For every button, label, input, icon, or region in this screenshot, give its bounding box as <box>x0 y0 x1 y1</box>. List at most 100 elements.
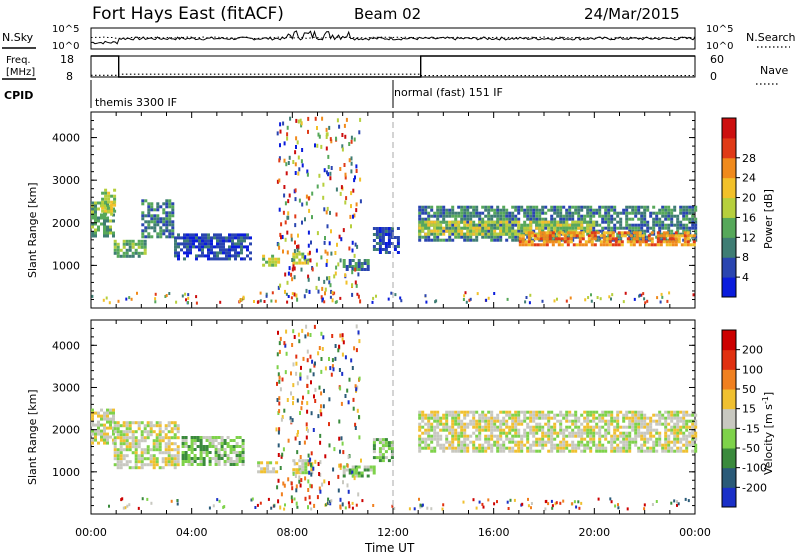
data-cell <box>607 211 611 215</box>
data-cell <box>620 234 624 238</box>
data-cell <box>198 254 201 258</box>
data-cell <box>541 425 545 429</box>
data-cell <box>198 239 201 243</box>
data-cell <box>640 443 644 447</box>
data-cell <box>539 231 543 235</box>
data-cell <box>140 239 144 243</box>
noise-cell <box>308 495 311 500</box>
data-cell <box>184 436 188 439</box>
ground-cell <box>187 296 190 300</box>
ground-cell <box>481 502 484 506</box>
data-cell <box>424 211 428 215</box>
data-cell <box>673 232 677 236</box>
ground-cell <box>291 292 294 296</box>
data-cell <box>544 217 548 221</box>
noise-cell <box>299 455 302 459</box>
data-cell <box>565 428 569 432</box>
noise-cell <box>317 414 320 419</box>
data-cell <box>598 214 602 218</box>
data-cell <box>266 464 270 468</box>
data-cell <box>652 449 656 453</box>
data-cell <box>490 410 494 414</box>
data-cell <box>463 214 467 218</box>
data-cell <box>220 439 224 442</box>
freq-frame <box>90 55 696 78</box>
data-cell <box>436 425 440 429</box>
data-cell <box>91 423 94 427</box>
data-cell <box>490 413 494 417</box>
data-cell <box>553 211 557 215</box>
data-cell <box>658 220 662 224</box>
data-cell <box>155 424 159 428</box>
data-cell <box>526 416 530 420</box>
noise-cell <box>310 240 312 245</box>
data-cell <box>351 259 355 262</box>
data-cell <box>478 428 482 432</box>
data-cell <box>387 236 391 239</box>
data-cell <box>622 437 626 441</box>
data-cell <box>565 410 569 414</box>
data-cell <box>445 446 449 450</box>
data-cell <box>217 460 221 463</box>
data-cell <box>228 251 231 255</box>
data-cell <box>381 227 385 230</box>
data-cell <box>667 440 671 444</box>
data-cell <box>103 219 106 223</box>
data-cell <box>475 214 479 218</box>
data-cell <box>396 227 400 230</box>
data-cell <box>478 220 482 224</box>
data-cell <box>562 205 566 209</box>
data-cell <box>144 220 148 224</box>
ground-cell <box>577 500 580 504</box>
data-cell <box>613 440 617 444</box>
data-cell <box>628 425 632 429</box>
data-cell <box>235 463 239 466</box>
data-cell <box>638 243 642 247</box>
data-cell <box>463 443 467 447</box>
data-cell <box>638 231 642 235</box>
data-cell <box>631 422 635 426</box>
data-cell <box>553 425 557 429</box>
data-cell <box>637 410 641 414</box>
data-cell <box>565 413 569 417</box>
data-cell <box>159 217 163 221</box>
data-cell <box>547 437 551 441</box>
noise-cell <box>339 258 342 263</box>
data-cell <box>475 205 479 209</box>
ground-cell <box>418 497 420 501</box>
noise-cell <box>304 255 307 260</box>
data-cell <box>463 410 467 414</box>
data-cell <box>517 416 521 420</box>
data-cell <box>685 214 689 218</box>
data-cell <box>173 424 177 428</box>
data-cell <box>153 229 157 233</box>
data-cell <box>568 410 572 414</box>
data-cell <box>122 454 126 458</box>
data-cell <box>667 229 671 233</box>
ground-cell <box>684 497 687 501</box>
noise-cell <box>328 357 330 361</box>
data-cell <box>481 217 485 221</box>
data-cell <box>625 434 629 438</box>
figure-title: Fort Hays East (fitACF) <box>92 4 284 24</box>
data-cell <box>205 454 209 457</box>
data-cell <box>216 242 219 246</box>
data-cell <box>384 233 388 236</box>
data-cell <box>384 441 388 445</box>
data-cell <box>673 449 677 453</box>
noise-cell <box>306 375 309 380</box>
data-cell <box>171 232 175 236</box>
colorbar-swatch <box>722 157 736 179</box>
data-cell <box>514 443 518 447</box>
data-cell <box>436 205 440 209</box>
data-cell <box>466 437 470 441</box>
data-cell <box>505 229 509 233</box>
data-cell <box>629 234 633 238</box>
data-cell <box>159 205 163 209</box>
data-cell <box>598 413 602 417</box>
data-cell <box>610 413 614 417</box>
data-cell <box>589 208 593 212</box>
data-cell <box>164 451 168 455</box>
data-cell <box>192 245 195 249</box>
